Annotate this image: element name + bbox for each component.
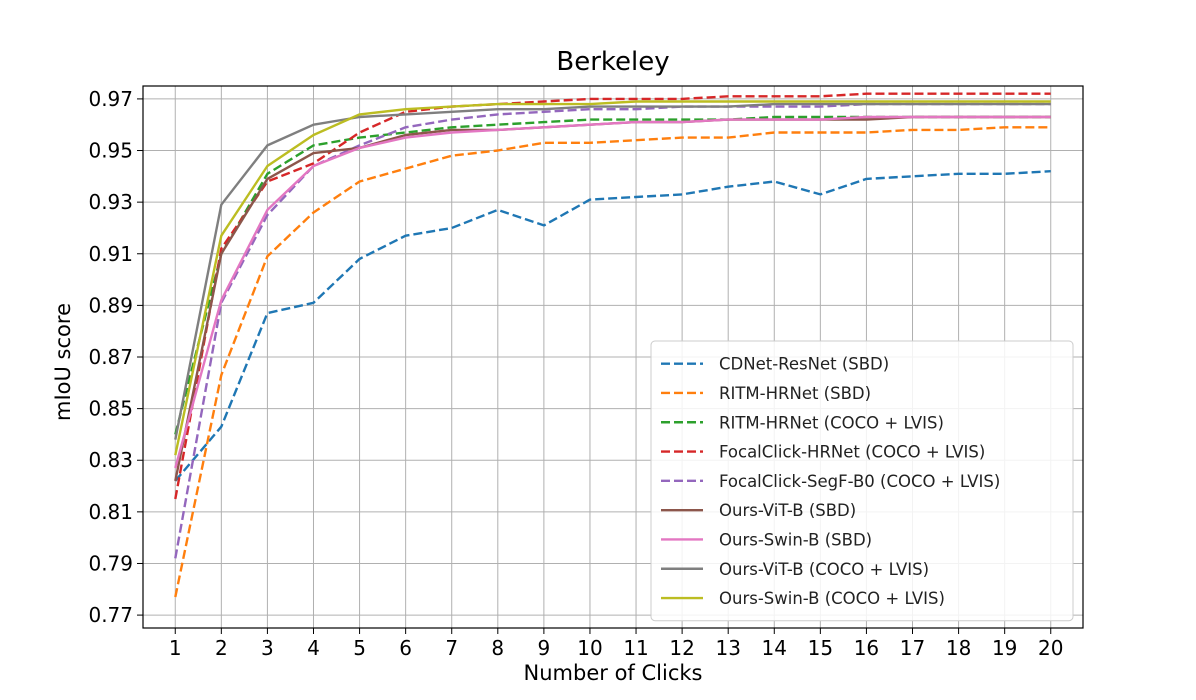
x-tick-label: 17	[900, 636, 925, 660]
chart-title: Berkeley	[556, 47, 669, 77]
y-tick-label: 0.79	[88, 551, 133, 575]
x-tick-label: 13	[715, 636, 740, 660]
x-tick-label: 8	[491, 636, 504, 660]
y-axis-label: mIoU score	[51, 303, 75, 421]
legend-entry-label: Ours-Swin-B (SBD)	[719, 530, 872, 549]
x-tick-label: 15	[808, 636, 833, 660]
legend-entry-label: Ours-Swin-B (COCO + LVIS)	[719, 589, 945, 608]
x-tick-label: 4	[307, 636, 320, 660]
series-line-3	[174, 92, 1051, 500]
legend-entry-label: CDNet-ResNet (SBD)	[719, 355, 889, 374]
x-tick-label: 18	[946, 636, 971, 660]
series-line-8	[174, 100, 1051, 456]
x-axis-label: Number of Clicks	[524, 661, 703, 685]
legend-entry-label: RITM-HRNet (COCO + LVIS)	[719, 413, 944, 432]
x-tick-label: 20	[1038, 636, 1063, 660]
x-tick-label: 9	[538, 636, 551, 660]
x-ticks: 1 2 3 4 5 6 7 8 9 10 11 12 13 14 15 16 17 18 19 20	[169, 628, 1063, 660]
y-ticks: 0.77 0.79 0.81 0.83 0.85 0.87 0.89 0.91 0.93 0.95…	[88, 87, 143, 627]
series-line-1	[174, 126, 1051, 598]
series-line-0	[174, 170, 1051, 482]
x-tick-label: 16	[854, 636, 879, 660]
y-tick-label: 0.95	[88, 139, 133, 163]
legend-box	[650, 340, 1074, 622]
y-tick-label: 0.93	[88, 190, 133, 214]
x-tick-label: 2	[215, 636, 228, 660]
y-tick-label: 0.89	[88, 293, 133, 317]
series-line-7	[174, 102, 1051, 440]
legend-entry-label: FocalClick-SegF-B0 (COCO + LVIS)	[719, 472, 1000, 491]
x-tick-label: 19	[992, 636, 1017, 660]
x-tick-label: 6	[399, 636, 412, 660]
legend-entry-label: FocalClick-HRNet (COCO + LVIS)	[719, 443, 985, 462]
y-tick-label: 0.81	[88, 500, 133, 524]
x-tick-label: 3	[261, 636, 274, 660]
series-lines	[174, 92, 1051, 598]
y-tick-label: 0.97	[88, 87, 133, 111]
x-tick-label: 7	[445, 636, 458, 660]
x-tick-label: 1	[169, 636, 182, 660]
legend-entry-label: Ours-ViT-B (COCO + LVIS)	[719, 560, 929, 579]
x-tick-label: 11	[623, 636, 648, 660]
x-tick-label: 12	[669, 636, 694, 660]
series-line-6	[174, 115, 1051, 469]
y-tick-label: 0.87	[88, 345, 133, 369]
y-tick-label: 0.77	[88, 603, 133, 627]
legend-entry-label: RITM-HRNet (SBD)	[719, 384, 871, 403]
y-tick-label: 0.83	[88, 448, 133, 472]
x-tick-label: 14	[762, 636, 787, 660]
y-tick-label: 0.91	[88, 242, 133, 266]
x-tick-label: 5	[353, 636, 366, 660]
x-tick-label: 10	[577, 636, 602, 660]
y-tick-label: 0.85	[88, 397, 133, 421]
legend-entry-label: Ours-ViT-B (SBD)	[719, 501, 856, 520]
legend: CDNet-ResNet (SBD) RITM-HRNet (SBD) RITM-H…	[650, 340, 1074, 622]
